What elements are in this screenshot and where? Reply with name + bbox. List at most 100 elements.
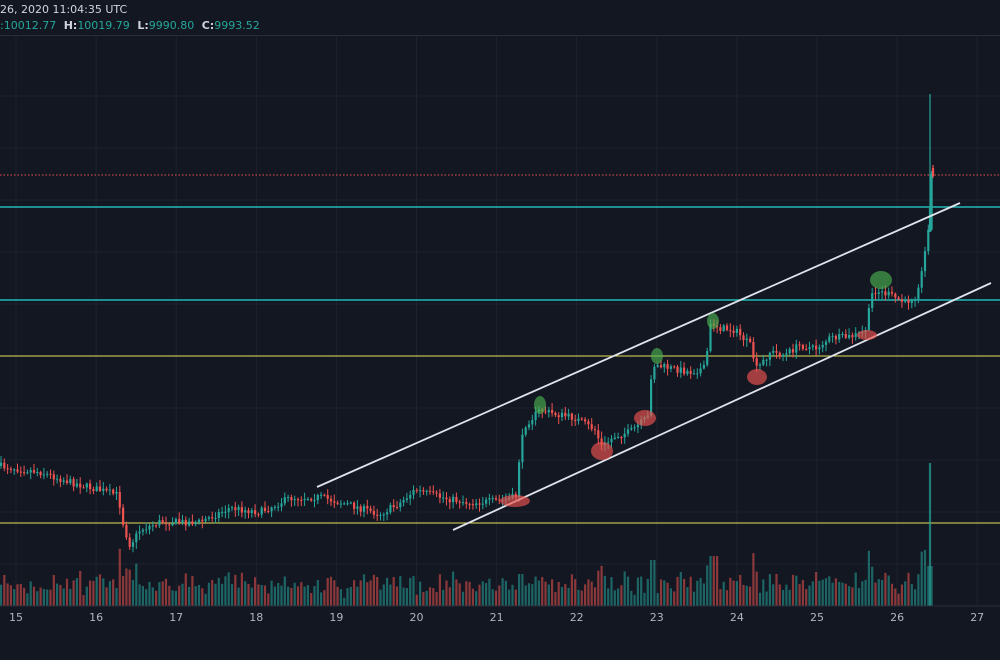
candle-body (204, 518, 207, 522)
candle-body (438, 493, 441, 498)
volume-bar (224, 576, 227, 606)
volume-bar (230, 583, 234, 606)
candle-body (928, 208, 932, 232)
candle-body (105, 488, 108, 491)
candle-body (52, 474, 55, 480)
volume-bar (877, 579, 880, 606)
volume-bar (871, 566, 874, 606)
volume-bar (339, 589, 342, 606)
volume-bar (465, 581, 468, 606)
volume-bar (904, 581, 907, 606)
volume-bar (801, 580, 804, 606)
volume-bar (739, 574, 742, 606)
candle-body (320, 494, 323, 496)
candle-body (19, 471, 22, 473)
candle-body (303, 499, 306, 501)
candle-body (72, 479, 75, 487)
x-tick-label: 16 (89, 611, 103, 624)
volume-bar (709, 556, 712, 606)
volume-bar (567, 587, 570, 606)
candle-body (148, 525, 151, 530)
candle-body (260, 507, 263, 515)
candle-body (815, 345, 818, 350)
candle-body (547, 409, 550, 413)
candle-body (402, 500, 405, 503)
volume-bar (643, 592, 646, 606)
candle-body (821, 344, 824, 348)
volume-bar (128, 569, 131, 606)
volume-bar (910, 584, 913, 606)
volume-bar (227, 572, 230, 606)
candle-body (329, 498, 333, 502)
volume-bar (600, 565, 603, 606)
candle-body (485, 499, 488, 504)
candle-body (676, 366, 679, 373)
candle-body (6, 468, 9, 470)
volume-bar (405, 588, 408, 606)
candle-body (867, 308, 870, 331)
volume-bar (155, 590, 158, 606)
volume-bar (455, 579, 458, 606)
candle-body (801, 344, 804, 349)
candle-body (174, 519, 177, 524)
candle-body (369, 508, 372, 511)
volume-bar (158, 582, 161, 606)
volume-bar (765, 591, 768, 606)
legend-bar: 26, 2020 11:04:35 UTC :10012.77 H:10019.… (0, 0, 1000, 36)
volume-bar (131, 580, 135, 606)
volume-bar (811, 581, 814, 606)
candle-body (798, 344, 801, 346)
candle-body (560, 412, 564, 418)
candle-body (580, 418, 583, 420)
volume-bars (0, 463, 933, 606)
volume-bar (920, 551, 923, 606)
volume-bar (673, 591, 676, 606)
candle-body (122, 507, 125, 525)
candle-body (267, 511, 270, 513)
volume-bar (422, 592, 425, 606)
marker-resistance-touch (534, 396, 546, 414)
candle-body (29, 470, 32, 473)
candle-body (419, 490, 422, 492)
candle-body (650, 379, 653, 416)
candle-body (656, 365, 659, 367)
candle-body (79, 483, 82, 488)
volume-bar (768, 574, 771, 606)
time-axis[interactable]: 15 16 17 18 19 20 21 22 23 24 25 26 27 (9, 611, 984, 624)
candle-body (95, 486, 98, 491)
candle-body (442, 497, 445, 499)
volume-bar (164, 578, 168, 606)
channel-bottom-line[interactable] (452, 282, 992, 531)
candle-body (762, 359, 765, 365)
candle-body (745, 338, 748, 341)
candle-body (574, 419, 577, 421)
candle-body (722, 325, 725, 331)
price-chart[interactable]: 15 16 17 18 19 20 21 22 23 24 25 26 27 (0, 36, 1000, 660)
candle-body (818, 347, 821, 350)
volume-bar (461, 591, 465, 606)
volume-bar (362, 574, 366, 606)
candle-body (488, 498, 491, 500)
candle-body (372, 510, 375, 515)
volume-bar (719, 589, 722, 606)
candle-body (461, 502, 465, 504)
candle-body (296, 499, 300, 501)
x-tick-label: 25 (810, 611, 824, 624)
candle-body (250, 510, 253, 514)
volume-bar (415, 594, 418, 606)
channel-top-line[interactable] (316, 202, 961, 488)
volume-bar (267, 593, 270, 606)
volume-bar (9, 585, 12, 606)
candle-body (564, 412, 567, 417)
volume-bar (864, 579, 867, 606)
volume-bar (501, 578, 504, 606)
candle-body (897, 297, 900, 300)
volume-bar (85, 586, 88, 606)
volume-bar (610, 577, 613, 606)
volume-bar (52, 574, 55, 606)
candle-body (689, 371, 692, 374)
candle-body (135, 533, 138, 543)
candle-body (448, 499, 451, 503)
volume-bar (669, 588, 672, 606)
candle-body (287, 497, 290, 499)
